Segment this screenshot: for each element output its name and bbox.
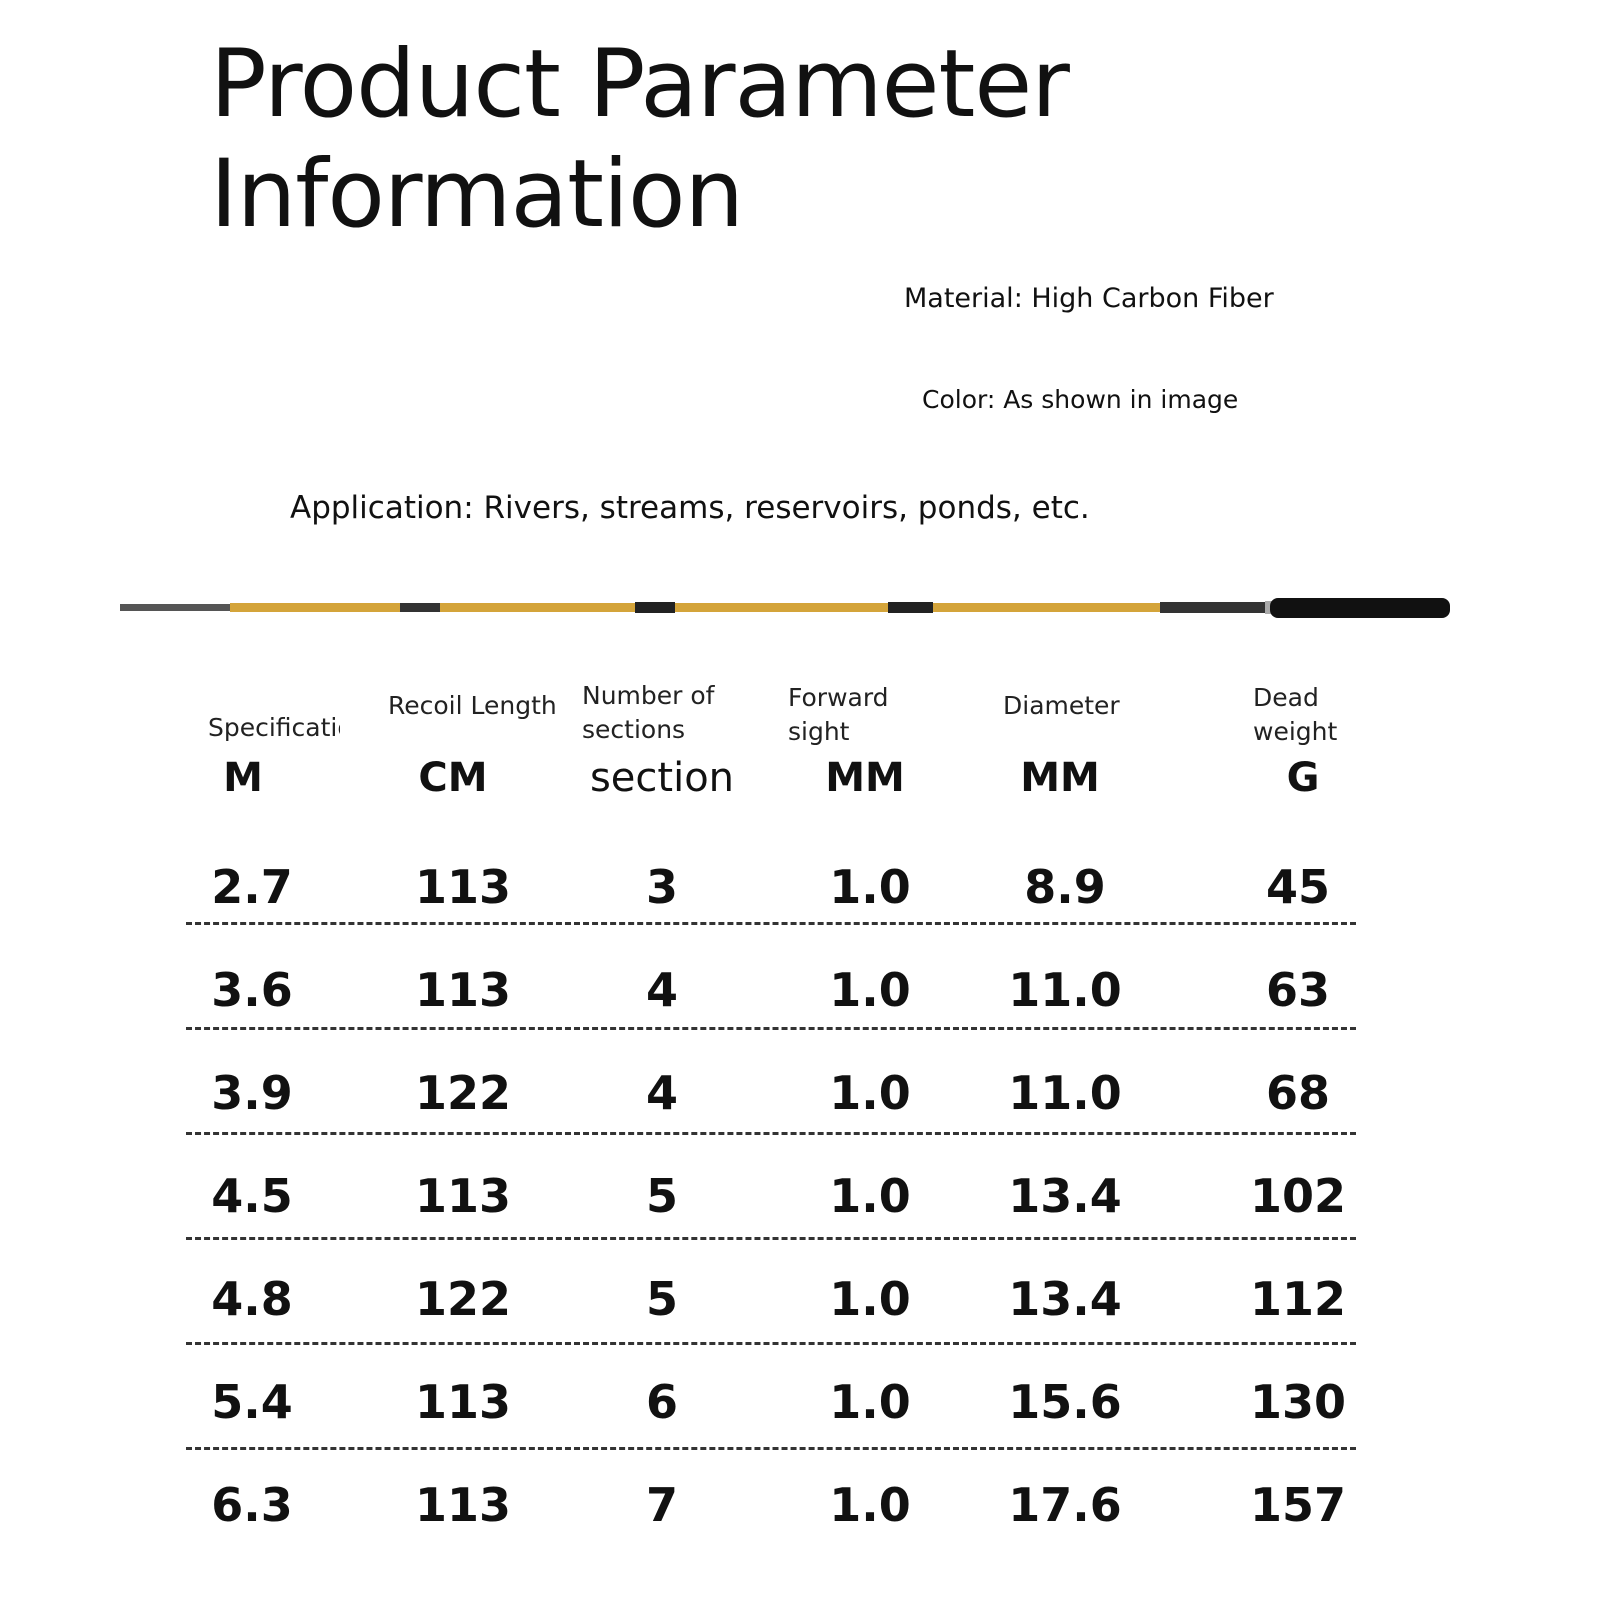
table-cell: 3.6 <box>211 963 293 1017</box>
table-cell: 63 <box>1265 963 1331 1017</box>
table-cell: 2.7 <box>211 860 293 914</box>
table-cell: 8.9 <box>1024 860 1106 914</box>
table-cell: 4 <box>645 963 679 1017</box>
table-cell: 13.4 <box>1008 1272 1122 1326</box>
table-cell: 1.0 <box>829 860 911 914</box>
table-cell: 113 <box>414 860 512 914</box>
column-header: Number of <box>582 681 715 710</box>
row-divider <box>186 1237 1356 1240</box>
table-cell: 5 <box>645 1272 679 1326</box>
table-cell: 7 <box>645 1478 679 1532</box>
column-unit: M <box>223 755 263 801</box>
row-divider <box>186 1342 1356 1345</box>
table-cell: 1.0 <box>829 963 911 1017</box>
table-cell: 113 <box>414 1169 512 1223</box>
color: Color: As shown in image <box>922 385 1239 414</box>
column-header: sight <box>788 717 850 746</box>
table-cell: 11.0 <box>1008 963 1122 1017</box>
row-divider <box>186 922 1356 925</box>
table-cell: 15.6 <box>1008 1375 1122 1429</box>
row-divider <box>186 1132 1356 1135</box>
column-header: weight <box>1253 717 1338 746</box>
table-cell: 4.5 <box>211 1169 293 1223</box>
column-unit: CM <box>418 755 488 801</box>
table-cell: 6.3 <box>211 1478 293 1532</box>
material: Material: High Carbon Fiber <box>904 283 1274 314</box>
table-cell: 112 <box>1249 1272 1347 1326</box>
table-cell: 122 <box>414 1066 512 1120</box>
title-line: Information <box>210 140 744 249</box>
column-header: Dead <box>1253 683 1319 712</box>
table-cell: 1.0 <box>829 1478 911 1532</box>
table-cell: 13.4 <box>1008 1169 1122 1223</box>
table-cell: 113 <box>414 963 512 1017</box>
column-header: Diameter <box>1003 691 1120 720</box>
table-cell: 3 <box>645 860 679 914</box>
table-cell: 45 <box>1265 860 1331 914</box>
column-header: Recoil Length <box>388 691 557 720</box>
title-line: Product Parameter <box>210 30 1070 139</box>
table-cell: 1.0 <box>829 1272 911 1326</box>
table-cell: 1.0 <box>829 1375 911 1429</box>
application: Application: Rivers, streams, reservoirs… <box>290 490 1090 526</box>
column-header: Forward <box>788 683 889 712</box>
table-cell: 4 <box>645 1066 679 1120</box>
table-cell: 5 <box>645 1169 679 1223</box>
table-cell: 1.0 <box>829 1066 911 1120</box>
table-cell: 17.6 <box>1008 1478 1122 1532</box>
column-unit: MM <box>1020 755 1100 801</box>
table-cell: 102 <box>1249 1169 1347 1223</box>
table-cell: 11.0 <box>1008 1066 1122 1120</box>
row-divider <box>186 1447 1356 1450</box>
table-cell: 122 <box>414 1272 512 1326</box>
table-cell: 113 <box>414 1478 512 1532</box>
row-divider <box>186 1027 1356 1030</box>
table-cell: 157 <box>1249 1478 1347 1532</box>
column-unit: section <box>589 755 735 801</box>
table-cell: 3.9 <box>211 1066 293 1120</box>
column-header: Specification <box>208 713 340 742</box>
column-unit: MM <box>825 755 905 801</box>
rod-image <box>120 598 1450 618</box>
table-cell: 4.8 <box>211 1272 293 1326</box>
table-cell: 5.4 <box>211 1375 293 1429</box>
table-cell: 1.0 <box>829 1169 911 1223</box>
table-cell: 6 <box>645 1375 679 1429</box>
table-cell: 130 <box>1249 1375 1347 1429</box>
column-header: sections <box>582 715 686 744</box>
table-cell: 68 <box>1265 1066 1331 1120</box>
table-cell: 113 <box>414 1375 512 1429</box>
column-unit: G <box>1286 755 1320 801</box>
